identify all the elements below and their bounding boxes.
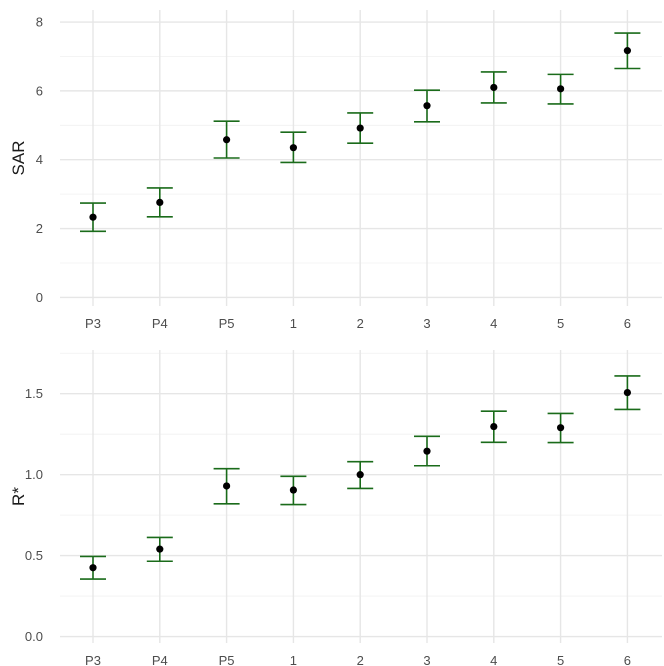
data-point <box>223 482 230 489</box>
x-tick-label: P3 <box>85 653 101 666</box>
y-tick-label: 6 <box>36 83 43 98</box>
x-tick-label: 4 <box>490 316 497 331</box>
x-tick-label: P5 <box>219 316 235 331</box>
x-tick-label: 3 <box>423 653 430 666</box>
y-axis-title: R* <box>9 487 28 506</box>
y-tick-label: 1.5 <box>25 386 43 401</box>
r-star-panel: 0.0 0.5 1.0 1.5 P3 P4 P5 1 2 3 4 5 6 R* <box>9 350 662 666</box>
x-tick-label: 4 <box>490 653 497 666</box>
sar-panel: 0 2 4 6 8 P3 P4 P5 1 2 3 4 5 6 SAR <box>9 10 662 331</box>
x-tick-label: 6 <box>624 316 631 331</box>
data-point <box>557 424 564 431</box>
data-point <box>290 144 297 151</box>
data-point <box>89 564 96 571</box>
x-tick-label: P4 <box>152 316 168 331</box>
y-tick-label: 8 <box>36 15 43 30</box>
data-point <box>357 471 364 478</box>
data-point <box>290 486 297 493</box>
y-tick-label: 0.0 <box>25 629 43 644</box>
y-tick-label: 0 <box>36 290 43 305</box>
data-point <box>557 85 564 92</box>
data-point <box>156 199 163 206</box>
data-point <box>490 423 497 430</box>
x-tick-label: P3 <box>85 316 101 331</box>
x-tick-label: 5 <box>557 653 564 666</box>
x-tick-label: 1 <box>290 316 297 331</box>
y-tick-label: 1.0 <box>25 467 43 482</box>
x-tick-label: 5 <box>557 316 564 331</box>
x-tick-label: P5 <box>219 653 235 666</box>
x-tick-label: 6 <box>624 653 631 666</box>
data-point <box>490 84 497 91</box>
y-tick-label: 0.5 <box>25 548 43 563</box>
data-point <box>624 47 631 54</box>
y-axis-title: SAR <box>9 141 28 176</box>
data-point <box>423 102 430 109</box>
data-point <box>357 124 364 131</box>
data-point <box>89 214 96 221</box>
x-tick-label: P4 <box>152 653 168 666</box>
data-point <box>624 389 631 396</box>
x-tick-label: 2 <box>357 316 364 331</box>
data-point <box>156 546 163 553</box>
data-point <box>223 136 230 143</box>
x-tick-label: 3 <box>423 316 430 331</box>
x-tick-label: 1 <box>290 653 297 666</box>
y-tick-label: 4 <box>36 152 43 167</box>
x-tick-label: 2 <box>357 653 364 666</box>
data-point <box>423 448 430 455</box>
y-tick-label: 2 <box>36 221 43 236</box>
